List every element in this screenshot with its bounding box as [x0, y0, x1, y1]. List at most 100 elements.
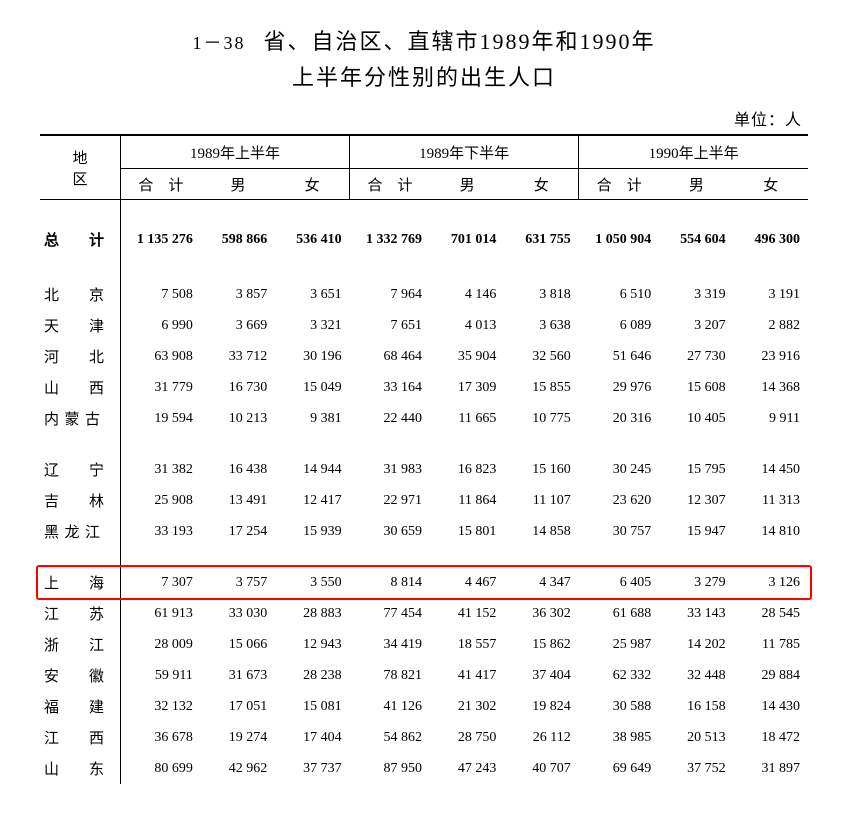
num-cell: 32 560 — [504, 341, 578, 372]
num-cell: 11 107 — [504, 485, 578, 516]
num-cell: 7 307 — [120, 567, 200, 598]
num-cell: 33 193 — [120, 516, 200, 547]
subhead-female-1: 女 — [275, 169, 349, 200]
num-cell: 36 678 — [120, 722, 200, 753]
region-cell: 江 西 — [40, 722, 120, 753]
subhead-male-1: 男 — [201, 169, 275, 200]
num-cell: 30 659 — [350, 516, 430, 547]
num-cell: 34 419 — [350, 629, 430, 660]
num-cell: 3 669 — [201, 310, 275, 341]
title-text-1: 省、自治区、直辖市1989年和1990年 — [263, 29, 655, 54]
num-cell: 78 821 — [350, 660, 430, 691]
num-cell: 14 944 — [275, 454, 349, 485]
num-cell: 28 545 — [734, 598, 808, 629]
table-wrap: 地 区 1989年上半年 1989年下半年 1990年上半年 合 计 男 女 合… — [40, 134, 808, 784]
num-cell: 3 638 — [504, 310, 578, 341]
region-cell: 北 京 — [40, 279, 120, 310]
num-cell: 19 274 — [201, 722, 275, 753]
num-cell: 27 730 — [659, 341, 733, 372]
num-cell: 26 112 — [504, 722, 578, 753]
num-cell: 3 126 — [734, 567, 808, 598]
num-cell: 31 897 — [734, 753, 808, 784]
num-cell: 6 990 — [120, 310, 200, 341]
num-cell: 16 730 — [201, 372, 275, 403]
num-cell: 7 651 — [350, 310, 430, 341]
num-cell: 15 049 — [275, 372, 349, 403]
num-cell: 3 550 — [275, 567, 349, 598]
num-cell: 37 404 — [504, 660, 578, 691]
table-row: 辽 宁31 38216 43814 94431 98316 82315 1603… — [40, 454, 808, 485]
num-cell: 10 775 — [504, 403, 578, 434]
num-cell: 12 943 — [275, 629, 349, 660]
num-cell: 33 030 — [201, 598, 275, 629]
table-body: 总 计1 135 276598 866536 4101 332 769701 0… — [40, 200, 808, 785]
num-cell: 41 152 — [430, 598, 504, 629]
spacer-row — [40, 200, 808, 225]
num-cell: 15 608 — [659, 372, 733, 403]
table-row: 江 苏61 91333 03028 88377 45441 15236 3026… — [40, 598, 808, 629]
num-cell: 16 823 — [430, 454, 504, 485]
num-cell: 10 213 — [201, 403, 275, 434]
num-cell: 17 254 — [201, 516, 275, 547]
num-cell: 598 866 — [201, 224, 275, 255]
num-cell: 15 801 — [430, 516, 504, 547]
subhead-male-2: 男 — [430, 169, 504, 200]
num-cell: 9 911 — [734, 403, 808, 434]
num-cell: 701 014 — [430, 224, 504, 255]
table-row: 江 西36 67819 27417 40454 86228 75026 1123… — [40, 722, 808, 753]
num-cell: 29 884 — [734, 660, 808, 691]
region-header: 地 区 — [40, 135, 120, 200]
num-cell: 14 810 — [734, 516, 808, 547]
table-row: 浙 江28 00915 06612 94334 41918 55715 8622… — [40, 629, 808, 660]
num-cell: 37 737 — [275, 753, 349, 784]
num-cell: 6 089 — [579, 310, 659, 341]
table-row: 北 京7 5083 8573 6517 9644 1463 8186 5103 … — [40, 279, 808, 310]
num-cell: 25 908 — [120, 485, 200, 516]
num-cell: 3 191 — [734, 279, 808, 310]
region-cell: 安 徽 — [40, 660, 120, 691]
num-cell: 3 757 — [201, 567, 275, 598]
num-cell: 51 646 — [579, 341, 659, 372]
num-cell: 32 448 — [659, 660, 733, 691]
num-cell: 11 313 — [734, 485, 808, 516]
num-cell: 87 950 — [350, 753, 430, 784]
num-cell: 7 508 — [120, 279, 200, 310]
num-cell: 33 143 — [659, 598, 733, 629]
births-table: 地 区 1989年上半年 1989年下半年 1990年上半年 合 计 男 女 合… — [40, 134, 808, 784]
region-cell: 总 计 — [40, 224, 120, 255]
region-cell: 江 苏 — [40, 598, 120, 629]
num-cell: 33 164 — [350, 372, 430, 403]
region-cell: 山 东 — [40, 753, 120, 784]
num-cell: 3 279 — [659, 567, 733, 598]
region-cell: 吉 林 — [40, 485, 120, 516]
num-cell: 28 750 — [430, 722, 504, 753]
title-line-1: 1－38 省、自治区、直辖市1989年和1990年 — [40, 24, 808, 56]
num-cell: 80 699 — [120, 753, 200, 784]
num-cell: 12 417 — [275, 485, 349, 516]
sub-header-row: 合 计 男 女 合 计 男 女 合 计 男 女 — [40, 169, 808, 200]
num-cell: 31 983 — [350, 454, 430, 485]
num-cell: 30 196 — [275, 341, 349, 372]
num-cell: 10 405 — [659, 403, 733, 434]
num-cell: 14 202 — [659, 629, 733, 660]
num-cell: 22 440 — [350, 403, 430, 434]
num-cell: 17 404 — [275, 722, 349, 753]
num-cell: 9 381 — [275, 403, 349, 434]
subhead-female-2: 女 — [504, 169, 578, 200]
num-cell: 12 307 — [659, 485, 733, 516]
region-cell: 辽 宁 — [40, 454, 120, 485]
spacer-row — [40, 434, 808, 454]
num-cell: 1 332 769 — [350, 224, 430, 255]
num-cell: 59 911 — [120, 660, 200, 691]
subhead-total-2: 合 计 — [350, 169, 430, 200]
num-cell: 41 417 — [430, 660, 504, 691]
num-cell: 18 557 — [430, 629, 504, 660]
num-cell: 54 862 — [350, 722, 430, 753]
num-cell: 22 971 — [350, 485, 430, 516]
num-cell: 37 752 — [659, 753, 733, 784]
num-cell: 1 135 276 — [120, 224, 200, 255]
num-cell: 17 309 — [430, 372, 504, 403]
region-cell: 山 西 — [40, 372, 120, 403]
table-row: 黑 龙 江33 19317 25415 93930 65915 80114 85… — [40, 516, 808, 547]
table-number: 1－38 — [192, 33, 245, 53]
